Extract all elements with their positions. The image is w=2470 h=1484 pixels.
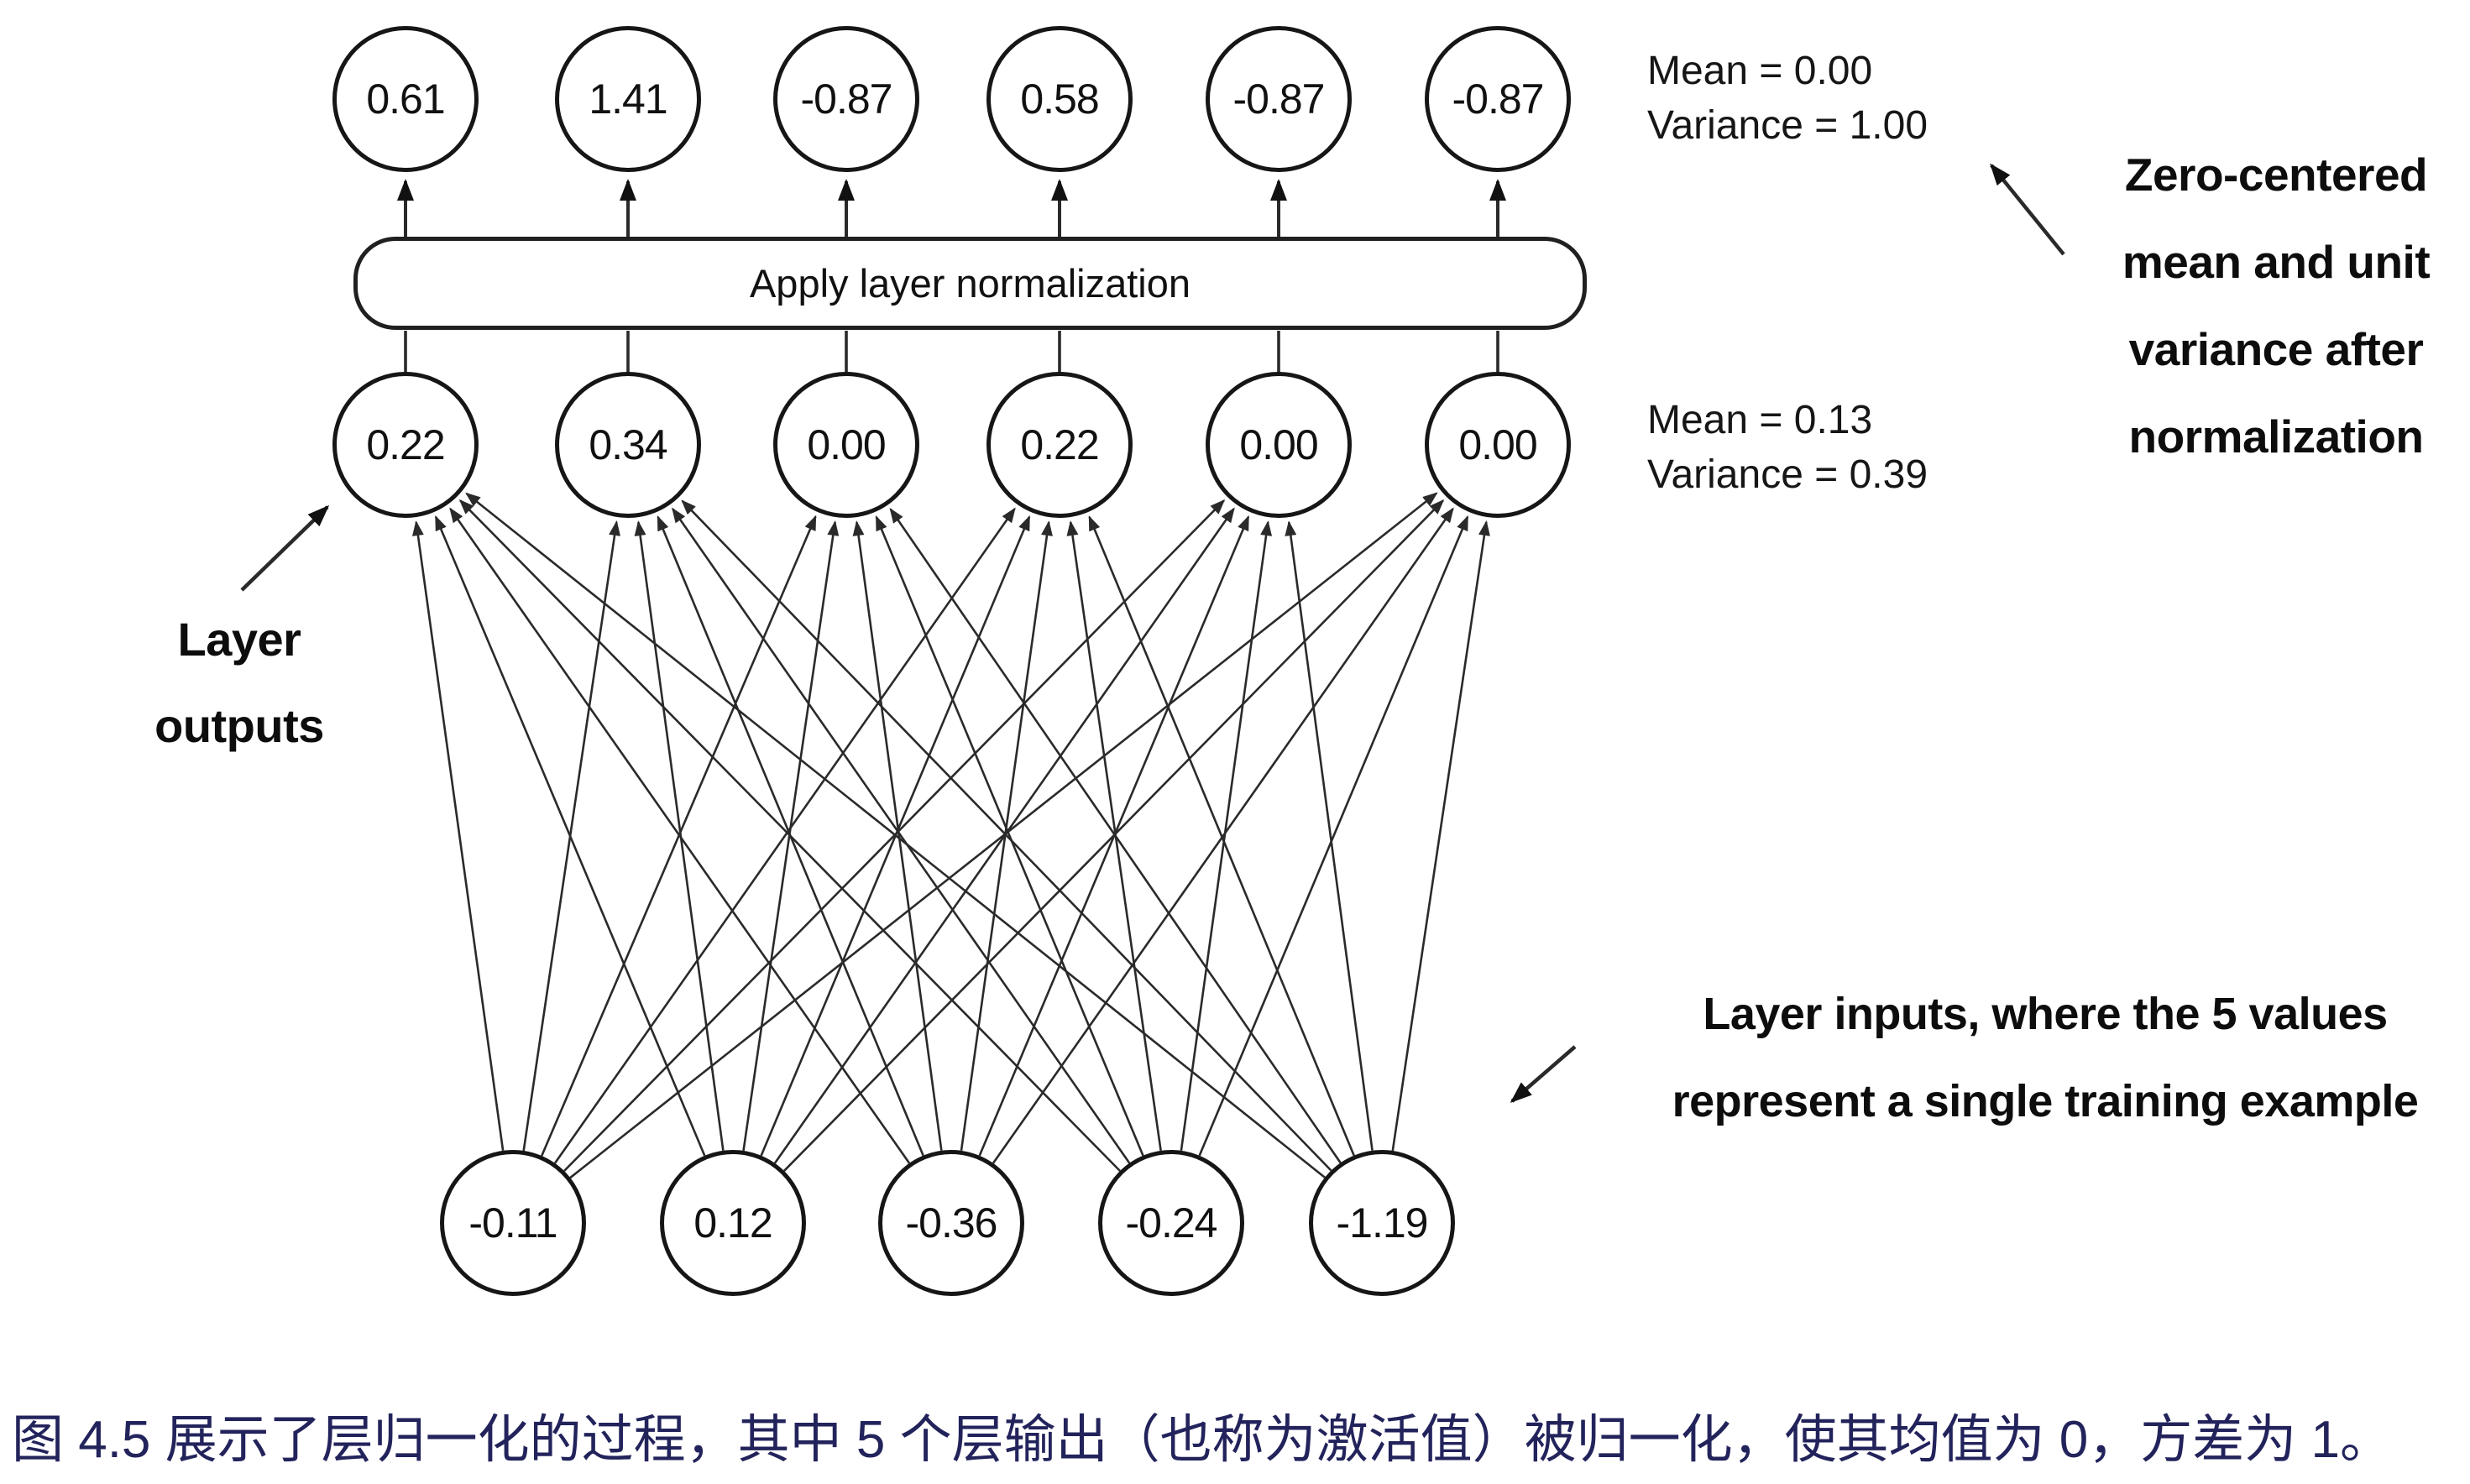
stats-after-mean: Mean = 0.00 xyxy=(1647,49,1873,93)
layer-inputs-pointer-arrow xyxy=(1510,1045,1577,1103)
stats-before-variance: Variance = 0.39 xyxy=(1647,452,1928,497)
node-normalized-5: -0.87 xyxy=(1206,26,1352,172)
connection-line xyxy=(411,520,505,1151)
connection-line xyxy=(852,520,943,1151)
connection-line xyxy=(553,507,1016,1164)
connection-line xyxy=(992,507,1454,1164)
connection-line xyxy=(875,515,1144,1157)
stats-before-normalization: Mean = 0.13 Variance = 0.39 xyxy=(1647,393,1928,502)
annotation-zero-centered: Zero-centered mean and unit variance aft… xyxy=(2082,131,2470,480)
node-input-3: -0.36 xyxy=(878,1150,1024,1296)
annotation-layer-outputs: Layer outputs xyxy=(101,596,378,769)
annotation-zero-centered-line3: variance after xyxy=(2128,323,2424,375)
node-normalized-2: 1.41 xyxy=(555,26,701,172)
annotation-layer-outputs-line1: Layer xyxy=(177,613,301,666)
annotation-layer-outputs-line2: outputs xyxy=(154,699,324,752)
connection-line xyxy=(742,520,840,1152)
layer-outputs-pointer-arrow xyxy=(240,504,330,592)
connection-line xyxy=(889,507,1342,1164)
node-normalized-3: -0.87 xyxy=(773,26,919,172)
connection-line xyxy=(1198,515,1469,1157)
connection-line xyxy=(1391,520,1490,1152)
connection-line xyxy=(449,507,911,1164)
node-input-2: 0.12 xyxy=(660,1150,806,1296)
node-output-1: 0.22 xyxy=(332,372,479,518)
node-input-5: -1.19 xyxy=(1309,1150,1455,1296)
connection-line xyxy=(672,507,1131,1164)
zero-centered-pointer-arrow xyxy=(1990,163,2065,256)
connection-line xyxy=(434,515,706,1157)
node-input-4: -0.24 xyxy=(1098,1150,1244,1296)
node-normalized-6: -0.87 xyxy=(1425,26,1571,172)
input-to-output-connections xyxy=(411,492,1490,1179)
layer-normalization-box: Apply layer normalization xyxy=(353,237,1587,330)
connection-line xyxy=(1180,520,1273,1151)
annotation-layer-inputs: Layer inputs, where the 5 values represe… xyxy=(1620,970,2470,1145)
layer-normalization-box-label: Apply layer normalization xyxy=(749,261,1191,306)
annotation-zero-centered-line2: mean and unit xyxy=(2122,236,2431,288)
figure-caption: 图 4.5 展示了层归一化的过程，其中 5 个层输出（也称为激活值）被归一化，使… xyxy=(12,1411,2392,1469)
node-input-1: -0.11 xyxy=(440,1150,586,1296)
node-output-5: 0.00 xyxy=(1206,372,1352,518)
node-output-2: 0.34 xyxy=(555,372,701,518)
stats-before-mean: Mean = 0.13 xyxy=(1647,398,1873,442)
stats-after-variance: Variance = 1.00 xyxy=(1647,103,1928,148)
connection-line xyxy=(563,499,1226,1172)
annotation-zero-centered-line4: normalization xyxy=(2128,410,2424,462)
node-output-4: 0.22 xyxy=(986,372,1133,518)
node-output-6: 0.00 xyxy=(1425,372,1571,518)
node-normalized-1: 0.61 xyxy=(332,26,479,172)
node-output-3: 0.00 xyxy=(773,372,919,518)
connection-line xyxy=(541,515,817,1157)
annotation-zero-centered-line1: Zero-centered xyxy=(2124,149,2428,201)
stats-after-normalization: Mean = 0.00 Variance = 1.00 xyxy=(1647,44,1928,153)
connection-line xyxy=(1088,515,1355,1157)
connection-line xyxy=(681,499,1332,1172)
annotation-arrows xyxy=(240,163,2065,1103)
connection-line xyxy=(978,515,1250,1157)
output-to-box-links xyxy=(404,331,1499,373)
connection-line xyxy=(960,520,1053,1152)
connection-line xyxy=(1285,520,1374,1151)
connection-line xyxy=(465,492,1326,1178)
annotation-layer-inputs-line2: represent a single training example xyxy=(1672,1076,2419,1126)
annotation-layer-inputs-line1: Layer inputs, where the 5 values xyxy=(1703,989,2388,1039)
box-to-normalized-arrows xyxy=(397,179,1506,238)
connection-line xyxy=(458,499,1121,1172)
node-normalized-4: 0.58 xyxy=(986,26,1133,172)
